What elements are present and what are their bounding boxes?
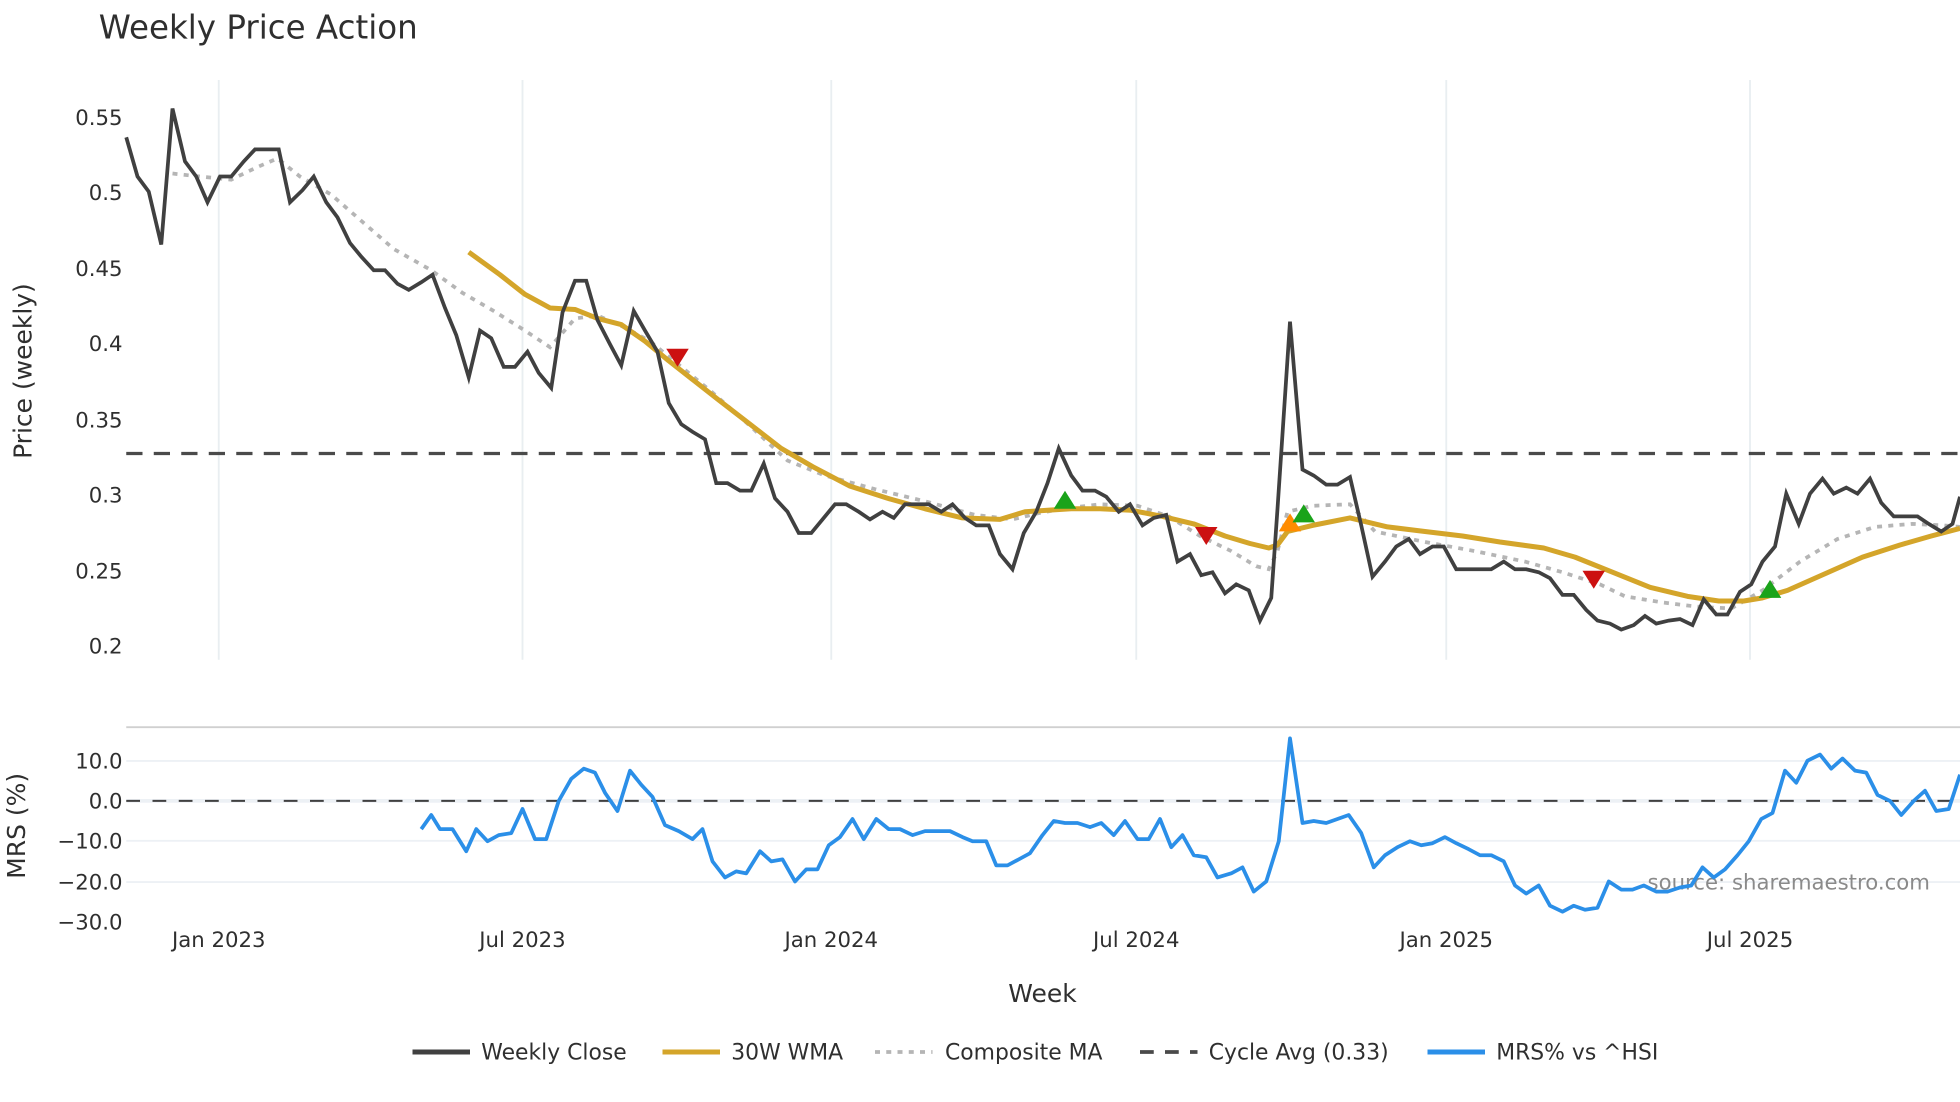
legend-label: Weekly Close — [481, 1041, 626, 1066]
sell-signal-icon — [1582, 570, 1605, 589]
buy-signal-icon — [1278, 513, 1302, 532]
mrs-horizontal-gridlines — [126, 759, 1960, 884]
x-tick-label: Jan 2024 — [782, 928, 878, 953]
legend-label: MRS% vs ^HSI — [1496, 1041, 1658, 1066]
price-tick-label: 0.3 — [89, 483, 123, 508]
price-y-ticks: 0.55 0.5 0.45 0.4 0.35 0.3 0.25 0.2 — [75, 106, 122, 660]
mrs-tick-label: −10.0 — [57, 829, 122, 854]
composite-ma-line — [172, 156, 1960, 611]
x-tick-label: Jul 2024 — [1091, 928, 1179, 953]
mrs-y-axis-title: MRS (%) — [2, 773, 31, 879]
legend-item-weekly-close[interactable]: Weekly Close — [412, 1041, 627, 1066]
legend-label: Composite MA — [945, 1041, 1103, 1066]
legend-item-30w-wma[interactable]: 30W WMA — [662, 1041, 844, 1066]
x-tick-label: Jan 2025 — [1397, 928, 1493, 953]
legend-item-cycle-avg[interactable]: Cycle Avg (0.33) — [1140, 1041, 1389, 1066]
legend-item-mrs[interactable]: MRS% vs ^HSI — [1427, 1041, 1659, 1066]
price-tick-label: 0.4 — [89, 332, 123, 357]
x-tick-label: Jul 2025 — [1705, 928, 1793, 953]
weekly-close-line — [124, 108, 1960, 632]
source-watermark: source: sharemaestro.com — [1648, 871, 1930, 896]
sell-signal-icon — [1195, 526, 1218, 545]
wma-30w-line — [467, 250, 1960, 604]
legend-label: 30W WMA — [731, 1041, 843, 1066]
price-tick-label: 0.5 — [89, 181, 123, 206]
x-tick-label: Jan 2023 — [170, 928, 266, 953]
legend-label: Cycle Avg (0.33) — [1209, 1041, 1389, 1066]
x-axis-title: Week — [1008, 979, 1077, 1008]
buy-signal-icon — [1292, 504, 1315, 523]
mrs-tick-label: −30.0 — [57, 911, 122, 936]
price-tick-label: 0.55 — [75, 106, 122, 131]
mrs-tick-label: 0.0 — [89, 789, 123, 814]
x-axis-ticks: Jan 2023 Jul 2023 Jan 2024 Jul 2024 Jan … — [170, 928, 1793, 953]
price-tick-label: 0.35 — [75, 408, 122, 433]
sell-signal-icon — [666, 348, 689, 367]
buy-signal-icon — [1758, 579, 1782, 598]
price-tick-label: 0.2 — [89, 634, 123, 659]
mrs-y-ticks: 10.0 0.0 −10.0 −20.0 −30.0 — [57, 749, 122, 935]
x-tick-label: Jul 2023 — [477, 928, 565, 953]
signal-markers — [666, 348, 1782, 598]
mrs-tick-label: −20.0 — [57, 871, 122, 896]
mrs-line — [419, 736, 1960, 914]
price-y-axis-title: Price (weekly) — [8, 283, 37, 459]
legend-item-composite-ma[interactable]: Composite MA — [875, 1041, 1103, 1066]
price-vertical-gridlines — [217, 79, 1751, 660]
mrs-tick-label: 10.0 — [75, 749, 122, 774]
buy-signal-icon — [1053, 490, 1077, 509]
price-tick-label: 0.25 — [75, 559, 122, 584]
legend: Weekly Close 30W WMA Composite MA Cycle … — [412, 1041, 1659, 1066]
chart-title: Weekly Price Action — [99, 9, 418, 47]
price-tick-label: 0.45 — [75, 257, 122, 282]
